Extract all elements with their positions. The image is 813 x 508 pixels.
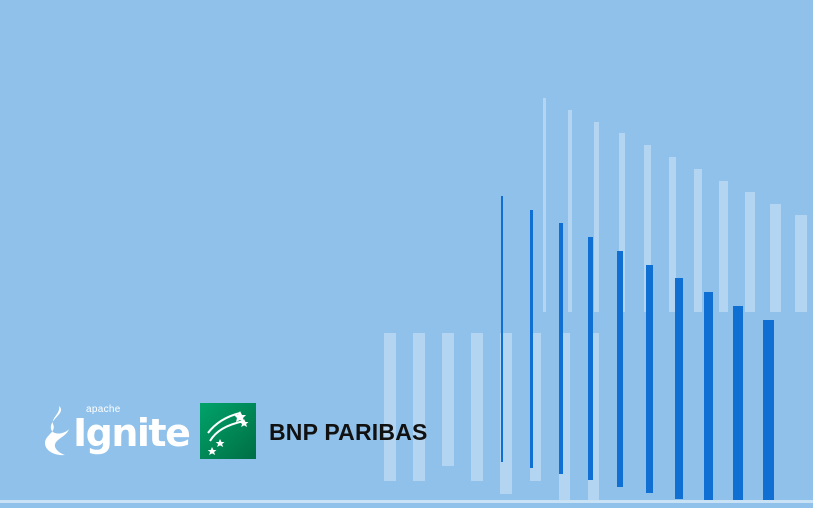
dark-bar — [733, 306, 743, 500]
light-bar — [384, 333, 396, 481]
dark-bar — [588, 237, 593, 480]
dark-bar — [501, 196, 503, 462]
light-bar — [442, 333, 454, 466]
light-bar — [530, 333, 541, 481]
stars-icon — [200, 403, 256, 459]
dark-bar — [675, 278, 683, 499]
light-bar — [770, 204, 781, 312]
bottom-edge-line — [0, 500, 813, 503]
bnp-paribas-logo: BNP PARIBAS — [200, 403, 460, 459]
dark-bar — [617, 251, 623, 487]
light-bar — [471, 333, 483, 481]
light-bar — [543, 98, 546, 312]
bnp-paribas-name: BNP PARIBAS — [269, 419, 428, 445]
light-bar — [568, 110, 572, 312]
dark-bars — [501, 196, 774, 500]
ignite-apache-text: apache — [86, 404, 121, 415]
light-bar — [619, 133, 625, 312]
light-bar — [719, 181, 728, 312]
dark-bar — [559, 223, 563, 474]
light-bar — [669, 157, 676, 312]
light-bar — [795, 215, 807, 312]
light-bars-lower — [384, 333, 599, 500]
dark-bar — [646, 265, 653, 493]
light-bar — [413, 333, 425, 481]
light-bar — [594, 122, 599, 312]
apache-ignite-logo: apache Ignite — [43, 403, 191, 463]
ignite-wordmark: Ignite — [73, 411, 191, 455]
dark-bar — [530, 210, 533, 468]
flame-icon — [45, 406, 69, 456]
light-bar — [745, 192, 755, 312]
light-bar — [644, 145, 651, 312]
dark-bar — [763, 320, 774, 500]
light-bar — [559, 333, 570, 500]
light-bars-upper — [543, 98, 807, 312]
light-bar — [588, 333, 599, 500]
light-bar — [694, 169, 702, 312]
dark-bar — [704, 292, 713, 500]
